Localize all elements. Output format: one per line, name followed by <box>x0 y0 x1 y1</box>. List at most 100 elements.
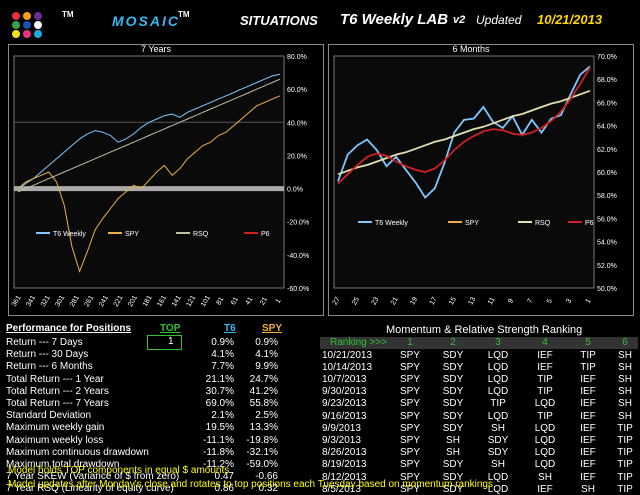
x-tick-label: 281 <box>69 294 81 308</box>
perf-row-label: Maximum weekly gain <box>6 422 105 434</box>
ranking-ticker: IEF <box>580 459 596 471</box>
ranking-ticker: SH <box>618 373 632 385</box>
ranking-ticker: IEF <box>537 361 553 373</box>
perf-row-label: Return --- 30 Days <box>6 349 89 361</box>
y-tick-label: 62.0% <box>597 147 617 154</box>
ranking-label: Ranking >>> <box>330 337 387 348</box>
legend-label: T6 Weekly <box>375 220 408 227</box>
ranking-ticker: LQD <box>487 373 509 385</box>
ranking-ticker: SPY <box>399 398 420 410</box>
updated-label: Updated <box>476 13 522 27</box>
x-tick-label: 21 <box>259 296 269 306</box>
logo <box>12 12 60 40</box>
perf-row-spy: -59.0% <box>246 459 278 470</box>
ranking-ticker: SH <box>491 459 505 471</box>
series-line <box>337 89 591 176</box>
perf-row-spy: 9.9% <box>255 361 278 373</box>
ranking-ticker: IEF <box>537 483 553 495</box>
y-tick-label: 66.0% <box>597 100 617 107</box>
ranking-ticker: SPY <box>399 483 420 495</box>
ranking-ticker: SH <box>538 471 552 483</box>
tm-mark: TM <box>178 10 190 19</box>
updated-date: 10/21/2013 <box>537 12 603 27</box>
y-tick-label: 68.0% <box>597 77 617 84</box>
x-tick-label: 341 <box>25 294 37 308</box>
ranking-ticker: SDY <box>442 386 464 398</box>
ranking-header-bar <box>320 337 638 349</box>
perf-row-t6: 30.7% <box>205 385 234 397</box>
ranking-ticker: IEF <box>580 471 596 483</box>
ranking-ticker: TIP <box>617 459 633 471</box>
x-tick-label: 161 <box>156 294 168 308</box>
ranking-date: 8/26/2013 <box>322 447 367 459</box>
legend-label: SPY <box>465 220 479 227</box>
situations-title: SITUATIONS <box>240 13 318 28</box>
perf-row-label: 7 Year SKEW (Variance of $ from zero) <box>6 471 180 483</box>
logo-dot <box>12 30 20 38</box>
ranking-ticker: SDY <box>487 434 509 446</box>
y-tick-label: 70.0% <box>597 54 617 61</box>
performance-table: Performance for Positions TOP T6 SPY 1 R… <box>0 0 310 494</box>
perf-row-spy: 0.32 <box>258 483 278 495</box>
ranking-ticker: TIP <box>617 447 633 459</box>
y-tick-label: 60.0% <box>597 170 617 177</box>
legend-label: P6 <box>585 220 594 227</box>
top-value-box[interactable] <box>147 335 182 350</box>
ranking-ticker: IEF <box>537 349 553 361</box>
y-tick-label: 54.0% <box>597 240 617 247</box>
momentum-title: Momentum & Relative Strength Ranking <box>386 324 583 336</box>
y-tick-label: 20.0% <box>287 153 307 160</box>
x-tick-label: 3 <box>565 298 573 305</box>
plot-area <box>13 55 285 289</box>
ranking-ticker: SPY <box>399 410 420 422</box>
y-tick-label: -20.0% <box>287 220 309 227</box>
performance-title: Performance for Positions <box>6 323 132 334</box>
perf-row-spy: 2.5% <box>255 410 278 422</box>
perf-row-label: Return --- 6 Months <box>6 361 93 373</box>
x-tick-label: 61 <box>230 296 240 306</box>
x-tick-label: 81 <box>215 296 225 306</box>
ranking-date: 9/30/2013 <box>322 386 367 398</box>
ranking-ticker: IEF <box>580 422 596 434</box>
ranking-col-header: 1 <box>407 337 413 348</box>
ranking-ticker: SDY <box>442 422 464 434</box>
x-tick-label: 181 <box>142 294 154 308</box>
logo-dot <box>23 12 31 20</box>
legend-label: RSQ <box>193 231 209 238</box>
chart-6-months: 6 Months 70.0% 68.0% 66.0% 64.0% 62.0% 60.0% 58… <box>328 44 634 316</box>
tm-mark: TM <box>62 10 74 19</box>
x-tick-label: 11 <box>487 296 497 306</box>
ranking-ticker: LQD <box>487 483 509 495</box>
version-label: v2 <box>453 14 466 26</box>
perf-row-t6: 0.47 <box>214 471 234 483</box>
legend-label: SPY <box>125 231 139 238</box>
ranking-col-header: 2 <box>450 337 456 348</box>
perf-row-t6: -11.2% <box>203 459 234 470</box>
y-tick-label: 0.0% <box>287 187 303 194</box>
series-line <box>17 95 281 273</box>
perf-row-label: Standard Deviation <box>6 410 92 422</box>
series-line <box>337 67 591 185</box>
legend-label: P6 <box>261 231 270 238</box>
ranking-ticker: SPY <box>399 386 420 398</box>
perf-row-label: Total Return --- 1 Year <box>6 373 104 385</box>
perf-row-spy: 13.3% <box>249 422 278 434</box>
ranking-ticker: SH <box>446 447 460 459</box>
x-tick-label: 241 <box>98 294 110 308</box>
perf-row-t6: 0.9% <box>211 337 234 348</box>
x-tick-label: 1 <box>585 298 593 305</box>
ranking-ticker: LQD <box>487 386 509 398</box>
ranking-ticker: IEF <box>580 410 596 422</box>
ranking-date: 10/14/2013 <box>322 361 373 373</box>
x-tick-label: 13 <box>467 296 477 306</box>
series-line <box>17 73 281 190</box>
x-tick-label: 21 <box>390 296 400 306</box>
lab-title: T6 Weekly LAB <box>340 11 449 28</box>
ranking-ticker: SPY <box>399 361 420 373</box>
x-tick-label: 261 <box>84 294 96 308</box>
logo-dot <box>34 12 42 20</box>
ranking-ticker: TIP <box>617 434 633 446</box>
perf-row-t6: -11.1% <box>203 434 234 446</box>
y-tick-label: 50.0% <box>597 286 617 293</box>
